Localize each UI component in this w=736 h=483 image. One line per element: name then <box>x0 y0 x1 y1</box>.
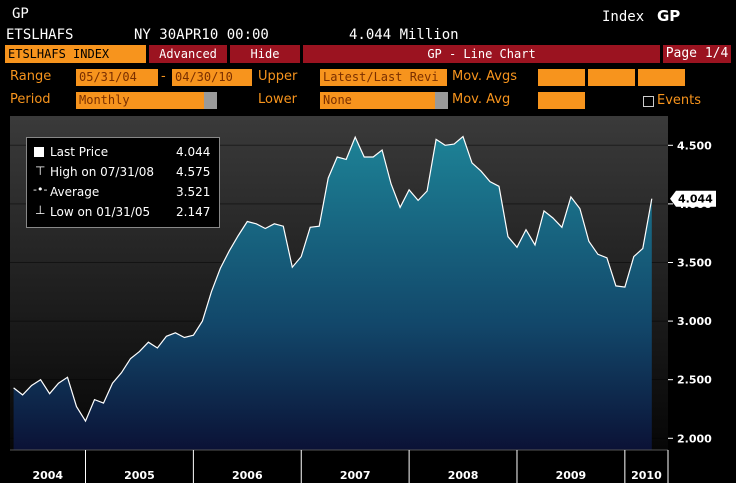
range-end-field[interactable]: 04/30/10 <box>172 69 252 86</box>
y-tick-label-0: 2.000 <box>677 432 712 445</box>
x-year-label-2010: 2010 <box>631 469 662 482</box>
range-label: Range <box>10 69 52 84</box>
x-year-label-2007: 2007 <box>340 469 371 482</box>
y-tick-label-5: 4.500 <box>677 139 712 152</box>
range-separator: - <box>161 69 166 84</box>
legend-average-label: Average <box>50 185 100 199</box>
y-tick-label-1: 2.500 <box>677 374 712 387</box>
lower-select[interactable]: None <box>320 92 435 109</box>
index-label: Index <box>602 9 645 25</box>
area-fill <box>13 136 652 450</box>
index-field[interactable]: ETSLHAFS INDEX <box>5 45 146 63</box>
last-value-label: 4.044 <box>678 193 713 206</box>
legend-last-price-value: 4.044 <box>176 145 211 159</box>
lower-label: Lower <box>258 92 297 107</box>
period-dropdown-button[interactable] <box>204 92 217 109</box>
advanced-button[interactable]: Advanced <box>149 45 227 63</box>
high-marker-icon: ⊤ <box>35 164 46 178</box>
legend-high-value: 4.575 <box>176 165 211 179</box>
y-tick-label-2: 3.000 <box>677 315 712 328</box>
last-price-swatch <box>34 147 44 157</box>
range-start-field[interactable]: 05/31/04 <box>76 69 158 86</box>
index-code: GP <box>657 7 681 25</box>
mov-avgs-label: Mov. Avgs <box>452 69 517 84</box>
x-year-label-2008: 2008 <box>448 469 479 482</box>
mov-avg-field-3[interactable] <box>638 69 685 86</box>
ticker-short: GP <box>12 6 29 22</box>
legend-low-label: Low on 01/31/05 <box>50 205 151 219</box>
mov-avg-single-field[interactable] <box>538 92 585 109</box>
quote-value: 4.044 Million <box>349 27 459 43</box>
low-marker-icon: ⊥ <box>35 203 46 217</box>
mov-avg-field-1[interactable] <box>538 69 585 86</box>
upper-field[interactable]: Latest/Last Revi <box>320 69 447 86</box>
ticker-name: ETSLHAFS <box>6 27 74 43</box>
lower-dropdown-button[interactable] <box>435 92 448 109</box>
events-label: Events <box>657 93 702 108</box>
upper-label: Upper <box>258 69 298 84</box>
x-axis: 2004 2005 2006 2007 2008 2009 2010 <box>10 449 669 483</box>
legend-average-value: 3.521 <box>176 185 211 199</box>
legend-low-value: 2.147 <box>176 205 211 219</box>
x-year-label-2004: 2004 <box>32 469 63 482</box>
x-year-label-2005: 2005 <box>124 469 155 482</box>
legend-high-label: High on 07/31/08 <box>50 165 155 179</box>
legend-last-price-label: Last Price <box>50 145 109 159</box>
average-marker-icon: -•- <box>33 183 48 196</box>
mov-avg-field-2[interactable] <box>588 69 635 86</box>
chart-title-bar: GP - Line Chart <box>303 45 660 63</box>
x-year-label-2006: 2006 <box>232 469 263 482</box>
quote-datetime: NY 30APR10 00:00 <box>134 27 269 43</box>
y-tick-label-3: 3.500 <box>677 256 712 269</box>
x-year-label-2009: 2009 <box>556 469 587 482</box>
page-indicator[interactable]: Page 1/4 <box>663 45 731 63</box>
mov-avg-label: Mov. Avg <box>452 92 511 107</box>
period-label: Period <box>10 92 51 107</box>
events-checkbox[interactable] <box>643 96 654 107</box>
legend-box <box>26 137 220 228</box>
hide-button[interactable]: Hide <box>230 45 300 63</box>
last-value-tag <box>670 190 716 207</box>
price-line <box>13 135 653 423</box>
period-select[interactable]: Monthly <box>76 92 204 109</box>
series <box>13 135 653 450</box>
